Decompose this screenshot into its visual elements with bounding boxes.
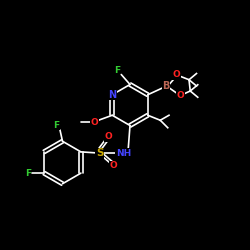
Text: O: O (104, 132, 112, 141)
Text: O: O (110, 161, 117, 170)
Text: F: F (53, 121, 59, 130)
Text: F: F (114, 66, 120, 75)
Text: B: B (162, 81, 170, 91)
Text: O: O (176, 92, 184, 100)
Text: N: N (108, 90, 116, 100)
Text: O: O (173, 70, 180, 79)
Text: NH: NH (116, 148, 131, 158)
Text: O: O (91, 118, 98, 127)
Text: F: F (25, 168, 31, 177)
Text: S: S (96, 148, 104, 158)
